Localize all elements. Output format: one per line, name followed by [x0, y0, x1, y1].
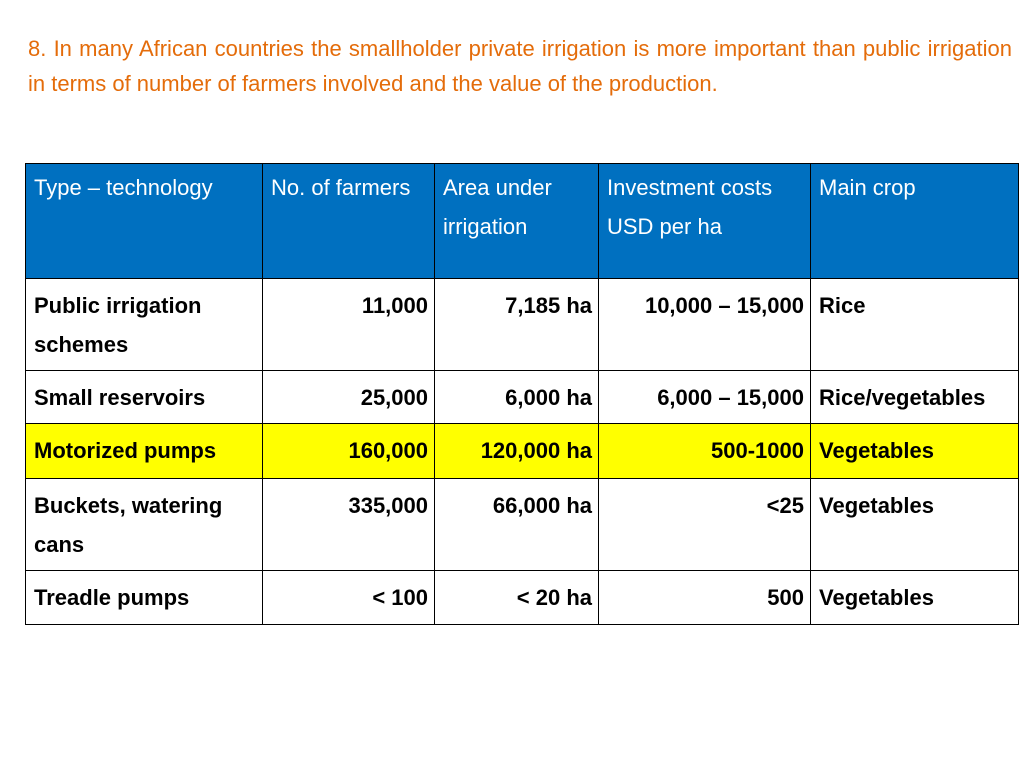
table-row: Small reservoirs 25,000 6,000 ha 6,000 –… — [25, 370, 1019, 424]
cell-area: 120,000 ha — [434, 423, 599, 479]
cell-farmers: 11,000 — [262, 278, 435, 371]
table-row: Treadle pumps < 100 < 20 ha 500 Vegetabl… — [25, 570, 1019, 625]
table-row: Buckets, watering cans 335,000 66,000 ha… — [25, 478, 1019, 571]
cell-area: 7,185 ha — [434, 278, 599, 371]
cell-investment: 500 — [598, 570, 811, 625]
header-type-technology: Type – technology — [25, 163, 263, 279]
header-investment-costs: Investment costs USD per ha — [598, 163, 811, 279]
cell-investment: <25 — [598, 478, 811, 571]
cell-farmers: 335,000 — [262, 478, 435, 571]
cell-type: Buckets, watering cans — [25, 478, 263, 571]
cell-crop: Vegetables — [810, 478, 1019, 571]
cell-farmers: < 100 — [262, 570, 435, 625]
cell-area: < 20 ha — [434, 570, 599, 625]
cell-area: 66,000 ha — [434, 478, 599, 571]
header-no-of-farmers: No. of farmers — [262, 163, 435, 279]
table-row: Public irrigation schemes 11,000 7,185 h… — [25, 278, 1019, 371]
table-row-highlighted: Motorized pumps 160,000 120,000 ha 500-1… — [25, 423, 1019, 479]
cell-crop: Rice/vegetables — [810, 370, 1019, 424]
cell-investment: 500-1000 — [598, 423, 811, 479]
table-header-row: Type – technology No. of farmers Area un… — [25, 163, 1019, 279]
cell-investment: 10,000 – 15,000 — [598, 278, 811, 371]
cell-farmers: 25,000 — [262, 370, 435, 424]
cell-crop: Vegetables — [810, 570, 1019, 625]
cell-type: Motorized pumps — [25, 423, 263, 479]
irrigation-table: Type – technology No. of farmers Area un… — [25, 163, 1019, 625]
cell-type: Treadle pumps — [25, 570, 263, 625]
cell-type: Public irrigation schemes — [25, 278, 263, 371]
intro-paragraph: 8. In many African countries the smallho… — [28, 36, 1012, 96]
cell-crop: Rice — [810, 278, 1019, 371]
header-main-crop: Main crop — [810, 163, 1019, 279]
cell-area: 6,000 ha — [434, 370, 599, 424]
cell-type: Small reservoirs — [25, 370, 263, 424]
cell-investment: 6,000 – 15,000 — [598, 370, 811, 424]
header-area-under-irrigation: Area under irrigation — [434, 163, 599, 279]
cell-crop: Vegetables — [810, 423, 1019, 479]
cell-farmers: 160,000 — [262, 423, 435, 479]
